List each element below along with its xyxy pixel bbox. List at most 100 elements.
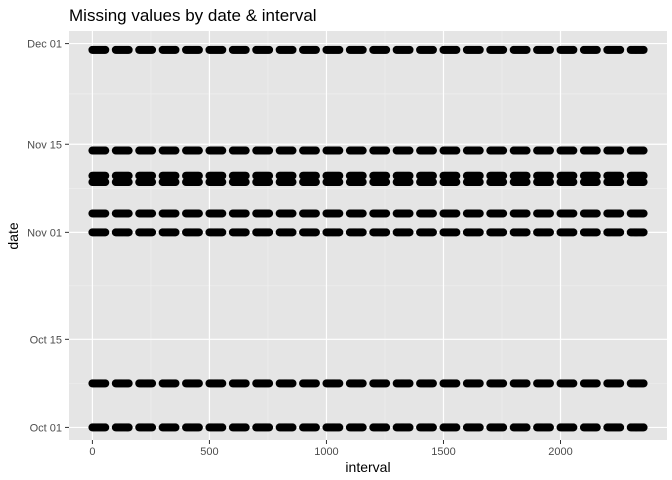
data-point [218,379,227,388]
data-point [499,423,508,432]
data-point [148,228,157,237]
data-points [88,45,648,432]
data-point [545,146,554,155]
data-point [218,423,227,432]
data-point [475,228,484,237]
data-point [218,146,227,155]
data-point [522,45,531,54]
data-point [522,171,531,180]
data-point [148,45,157,54]
data-point [311,171,320,180]
data-point [428,171,437,180]
data-point [101,228,110,237]
data-point [569,209,578,218]
data-point [382,228,391,237]
x-tick-label: 1000 [314,446,338,458]
data-point [475,45,484,54]
y-axis: Oct 01 Oct 15 Nov 01 Nov 15 Dec 01 [27,39,69,434]
data-point [475,178,484,187]
data-point [288,379,297,388]
data-point [452,209,461,218]
data-point [405,45,414,54]
data-point [382,45,391,54]
data-point [171,45,180,54]
data-point [545,171,554,180]
y-tick-label: Nov 01 [27,227,62,239]
data-point [218,228,227,237]
data-point [616,171,625,180]
data-point [101,146,110,155]
data-point [335,228,344,237]
data-point [335,146,344,155]
data-point [358,228,367,237]
data-point [545,379,554,388]
data-point [452,171,461,180]
data-point [592,423,601,432]
data-point [148,146,157,155]
x-axis-title: interval [345,459,390,475]
data-point [194,423,203,432]
data-point [241,171,250,180]
data-point [265,171,274,180]
data-point [428,209,437,218]
data-point [452,45,461,54]
data-point [311,178,320,187]
data-point [311,228,320,237]
data-row [88,209,648,218]
data-point [171,171,180,180]
data-point [592,146,601,155]
data-point [616,228,625,237]
data-point [499,178,508,187]
y-axis-title: date [5,222,21,249]
data-point [569,178,578,187]
data-point [405,423,414,432]
data-point [405,379,414,388]
data-point [499,209,508,218]
data-point [335,178,344,187]
data-point [616,423,625,432]
data-point [405,146,414,155]
data-point [405,209,414,218]
data-point [311,379,320,388]
data-point [639,209,648,218]
data-point [545,45,554,54]
x-tick-label: 500 [200,446,218,458]
data-point [428,423,437,432]
data-point [522,379,531,388]
data-point [405,171,414,180]
data-point [101,171,110,180]
data-point [241,209,250,218]
data-point [218,178,227,187]
data-point [194,209,203,218]
data-point [358,171,367,180]
data-point [639,178,648,187]
data-point [124,379,133,388]
data-point [569,45,578,54]
data-point [452,423,461,432]
data-point [218,209,227,218]
data-point [452,178,461,187]
data-point [382,146,391,155]
data-point [452,379,461,388]
data-point [124,228,133,237]
data-point [639,45,648,54]
data-point [241,423,250,432]
data-point [545,178,554,187]
y-tick-label: Nov 15 [27,139,62,151]
data-point [335,423,344,432]
data-point [265,228,274,237]
data-point [639,146,648,155]
data-point [428,45,437,54]
data-point [592,178,601,187]
data-point [171,209,180,218]
data-point [358,146,367,155]
data-point [288,45,297,54]
data-point [101,209,110,218]
data-point [522,228,531,237]
data-point [569,146,578,155]
data-point [124,209,133,218]
data-point [382,209,391,218]
data-point [569,423,578,432]
data-point [288,146,297,155]
data-point [592,228,601,237]
